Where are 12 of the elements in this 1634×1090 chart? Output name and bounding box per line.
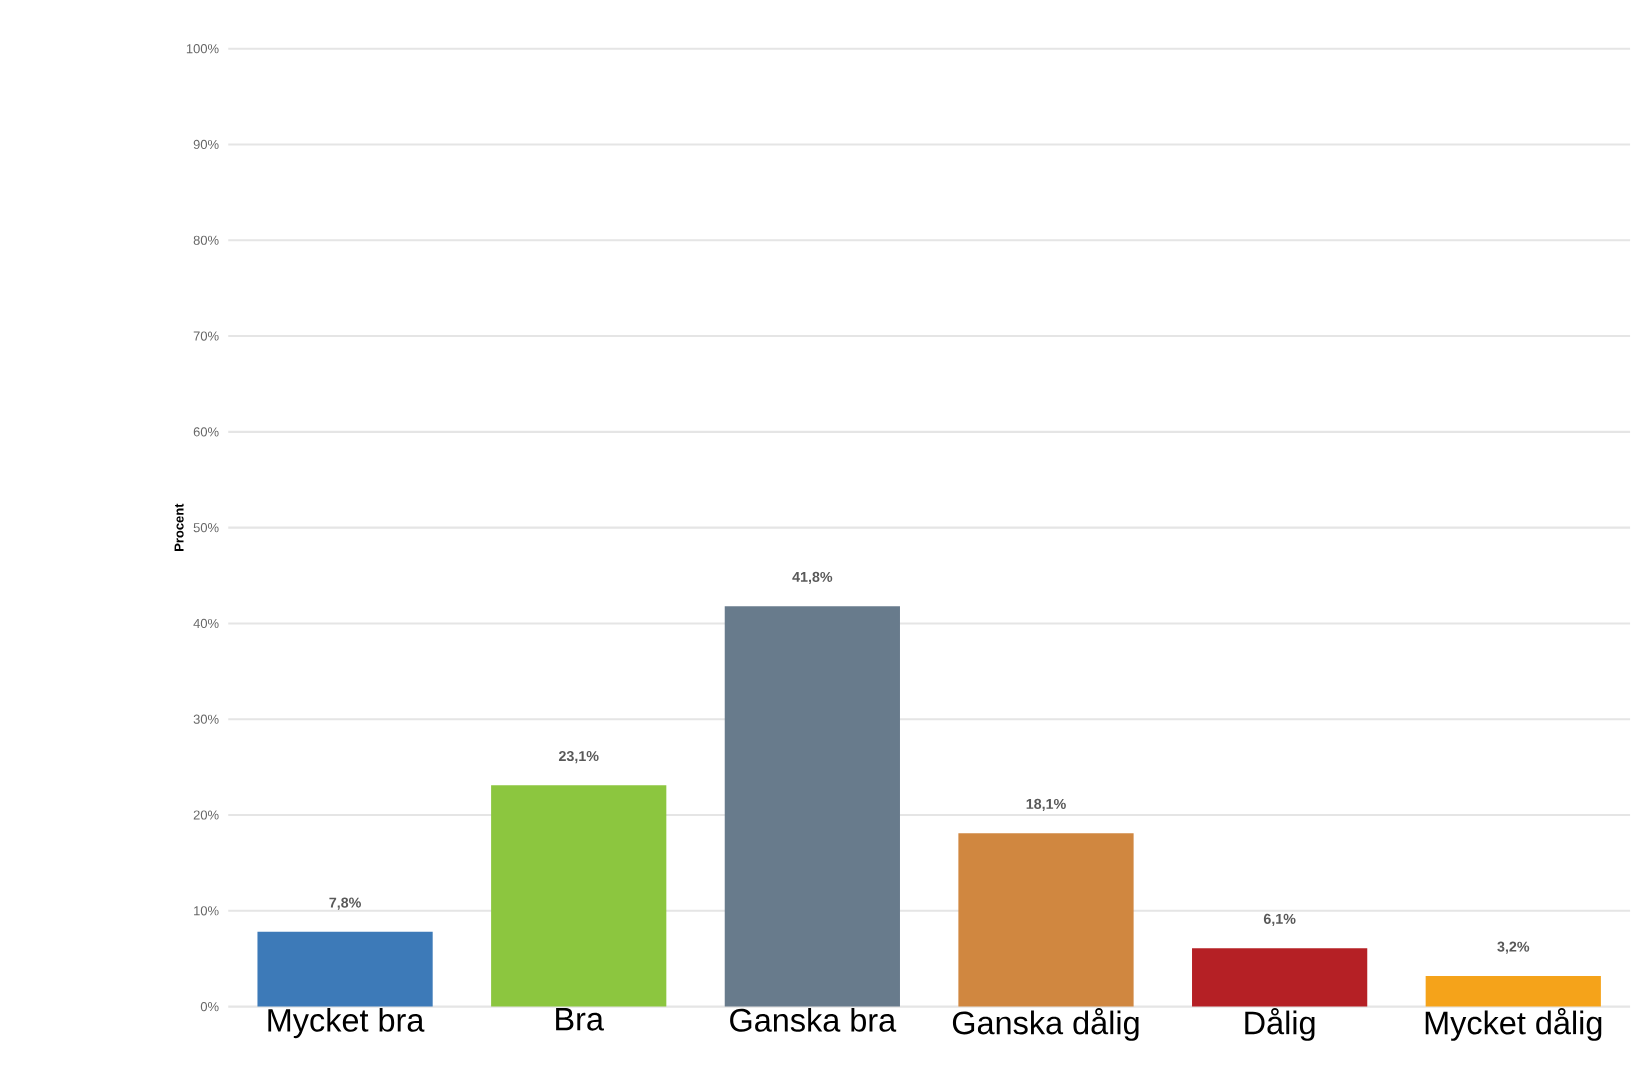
x-tick-label: Mycket bra [268, 1007, 425, 1039]
x-tick-label: Dålig [1245, 1007, 1315, 1041]
bar [724, 606, 900, 1007]
bar [958, 833, 1134, 1007]
bar [257, 931, 433, 1007]
x-tick-label: Ganska dålig [952, 1007, 1139, 1041]
x-tick-label: Mycket dålig [1425, 1007, 1602, 1041]
x-tick-label: Bra [556, 1007, 604, 1031]
x-tick-label: Ganska bra [730, 1007, 897, 1032]
bar [1425, 975, 1601, 1007]
bar [1192, 948, 1368, 1007]
bar [491, 785, 667, 1007]
